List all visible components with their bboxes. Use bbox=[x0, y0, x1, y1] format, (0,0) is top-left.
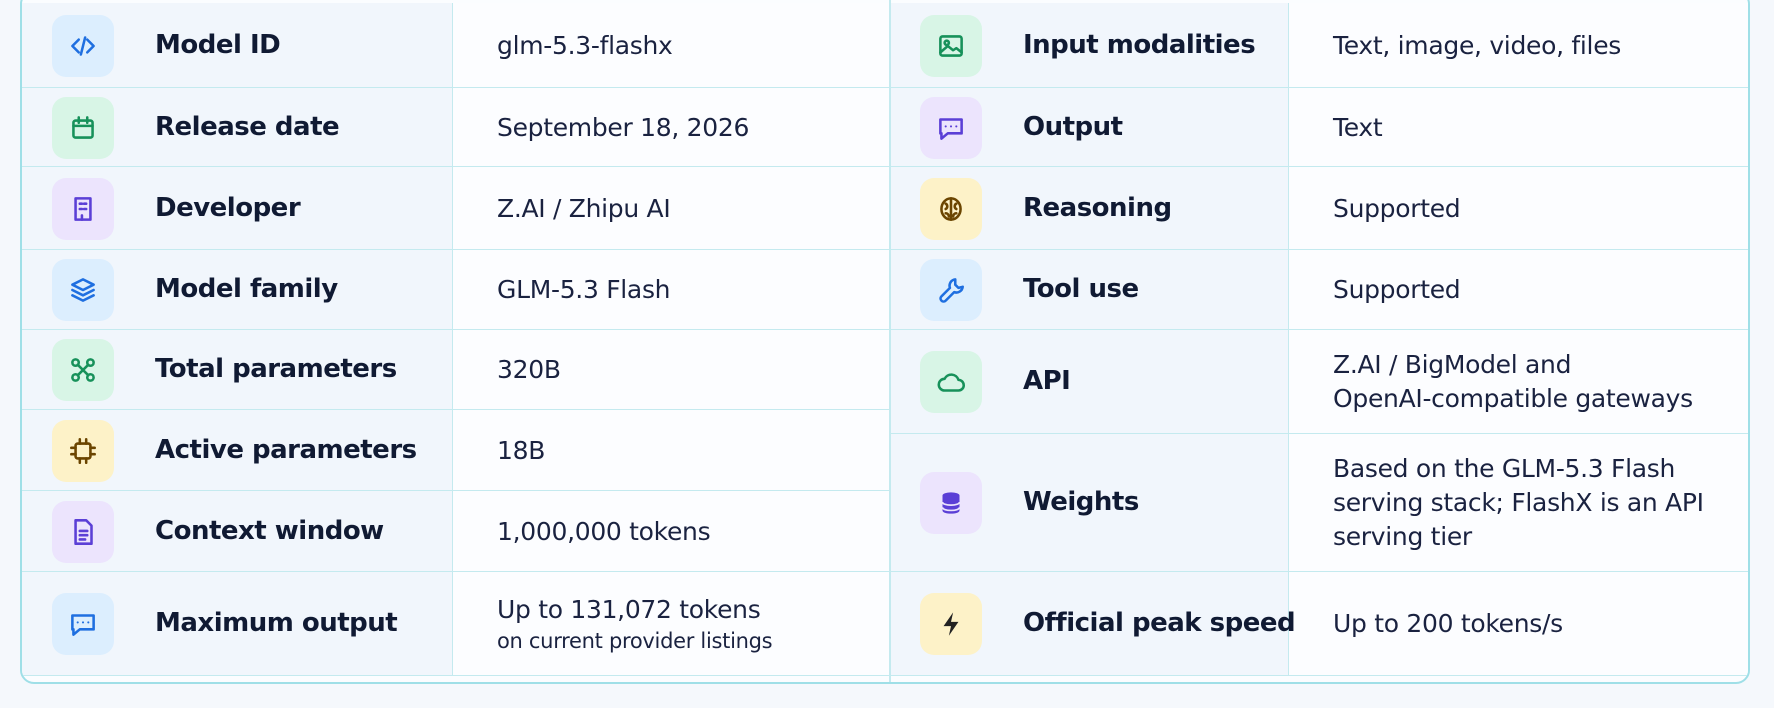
row-label: Official peak speed bbox=[1023, 608, 1296, 638]
row-label: Maximum output bbox=[155, 608, 398, 638]
row-value: Text, image, video, files bbox=[1333, 30, 1621, 60]
row-value: Z.AI / Zhipu AI bbox=[497, 193, 671, 223]
row-label: Output bbox=[1023, 111, 1123, 142]
value-cell bbox=[452, 3, 890, 88]
icon bbox=[52, 419, 114, 482]
row-label: API bbox=[1023, 366, 1071, 396]
row-label: Reasoning bbox=[1023, 192, 1172, 223]
value-cell bbox=[1288, 167, 1748, 250]
row-label: Developer bbox=[155, 192, 301, 223]
row-value: GLM-5.3 Flash bbox=[497, 275, 671, 304]
value-cell bbox=[1288, 3, 1748, 88]
row-value: serving stack; FlashX is an API bbox=[1333, 488, 1704, 517]
icon bbox=[920, 593, 982, 655]
value-cell bbox=[1288, 572, 1748, 676]
icon bbox=[52, 96, 114, 159]
icon bbox=[920, 259, 982, 321]
icon bbox=[52, 177, 114, 240]
row-value: OpenAI-compatible gateways bbox=[1333, 384, 1693, 413]
row-value: Text bbox=[1333, 112, 1383, 142]
icon bbox=[52, 593, 114, 655]
icon bbox=[52, 14, 114, 77]
row-label: Model family bbox=[155, 274, 338, 304]
value-cell bbox=[452, 410, 890, 491]
value-cell bbox=[1288, 330, 1748, 434]
icon bbox=[920, 96, 982, 159]
row-value: Up to 200 tokens/s bbox=[1333, 609, 1563, 638]
icon bbox=[920, 351, 982, 413]
value-cell bbox=[1288, 88, 1748, 167]
icon bbox=[920, 14, 982, 77]
icon bbox=[52, 500, 114, 563]
row-value: 320B bbox=[497, 355, 561, 384]
icon bbox=[920, 177, 982, 240]
row-label: Total parameters bbox=[155, 354, 397, 384]
value-cell bbox=[1288, 434, 1748, 572]
value-cell bbox=[452, 330, 890, 410]
row-label: Release date bbox=[155, 111, 340, 142]
row-value: Supported bbox=[1333, 193, 1461, 223]
icon bbox=[52, 339, 114, 401]
row-label: Weights bbox=[1023, 487, 1139, 517]
row-value: 1,000,000 tokens bbox=[497, 516, 711, 546]
value-cell bbox=[452, 250, 890, 330]
row-value: 18B bbox=[497, 435, 546, 465]
row-value: Based on the GLM-5.3 Flash bbox=[1333, 454, 1676, 483]
value-cell bbox=[452, 491, 890, 572]
row-value: serving tier bbox=[1333, 522, 1472, 551]
row-label: Input modalities bbox=[1023, 29, 1256, 60]
value-cell bbox=[1288, 250, 1748, 330]
column-separator bbox=[889, 0, 891, 682]
spec-table: Model ID glm-5.3-flashx Release date Septem… bbox=[20, 0, 1750, 684]
icon bbox=[52, 259, 114, 321]
row-value: Supported bbox=[1333, 275, 1461, 304]
row-label: Context window bbox=[155, 515, 384, 546]
row-value: September 18, 2026 bbox=[497, 112, 750, 142]
row-value: glm-5.3-flashx bbox=[497, 30, 673, 60]
value-cell bbox=[452, 572, 890, 676]
value-cell bbox=[452, 88, 890, 167]
row-label: Model ID bbox=[155, 29, 281, 60]
row-label: Tool use bbox=[1023, 274, 1139, 304]
row-note: on current provider listings bbox=[497, 629, 773, 653]
value-cell bbox=[452, 167, 890, 250]
row-value: Z.AI / BigModel and bbox=[1333, 350, 1572, 379]
icon bbox=[920, 472, 982, 534]
row-label: Active parameters bbox=[155, 434, 417, 465]
row-value: Up to 131,072 tokens bbox=[497, 595, 761, 624]
